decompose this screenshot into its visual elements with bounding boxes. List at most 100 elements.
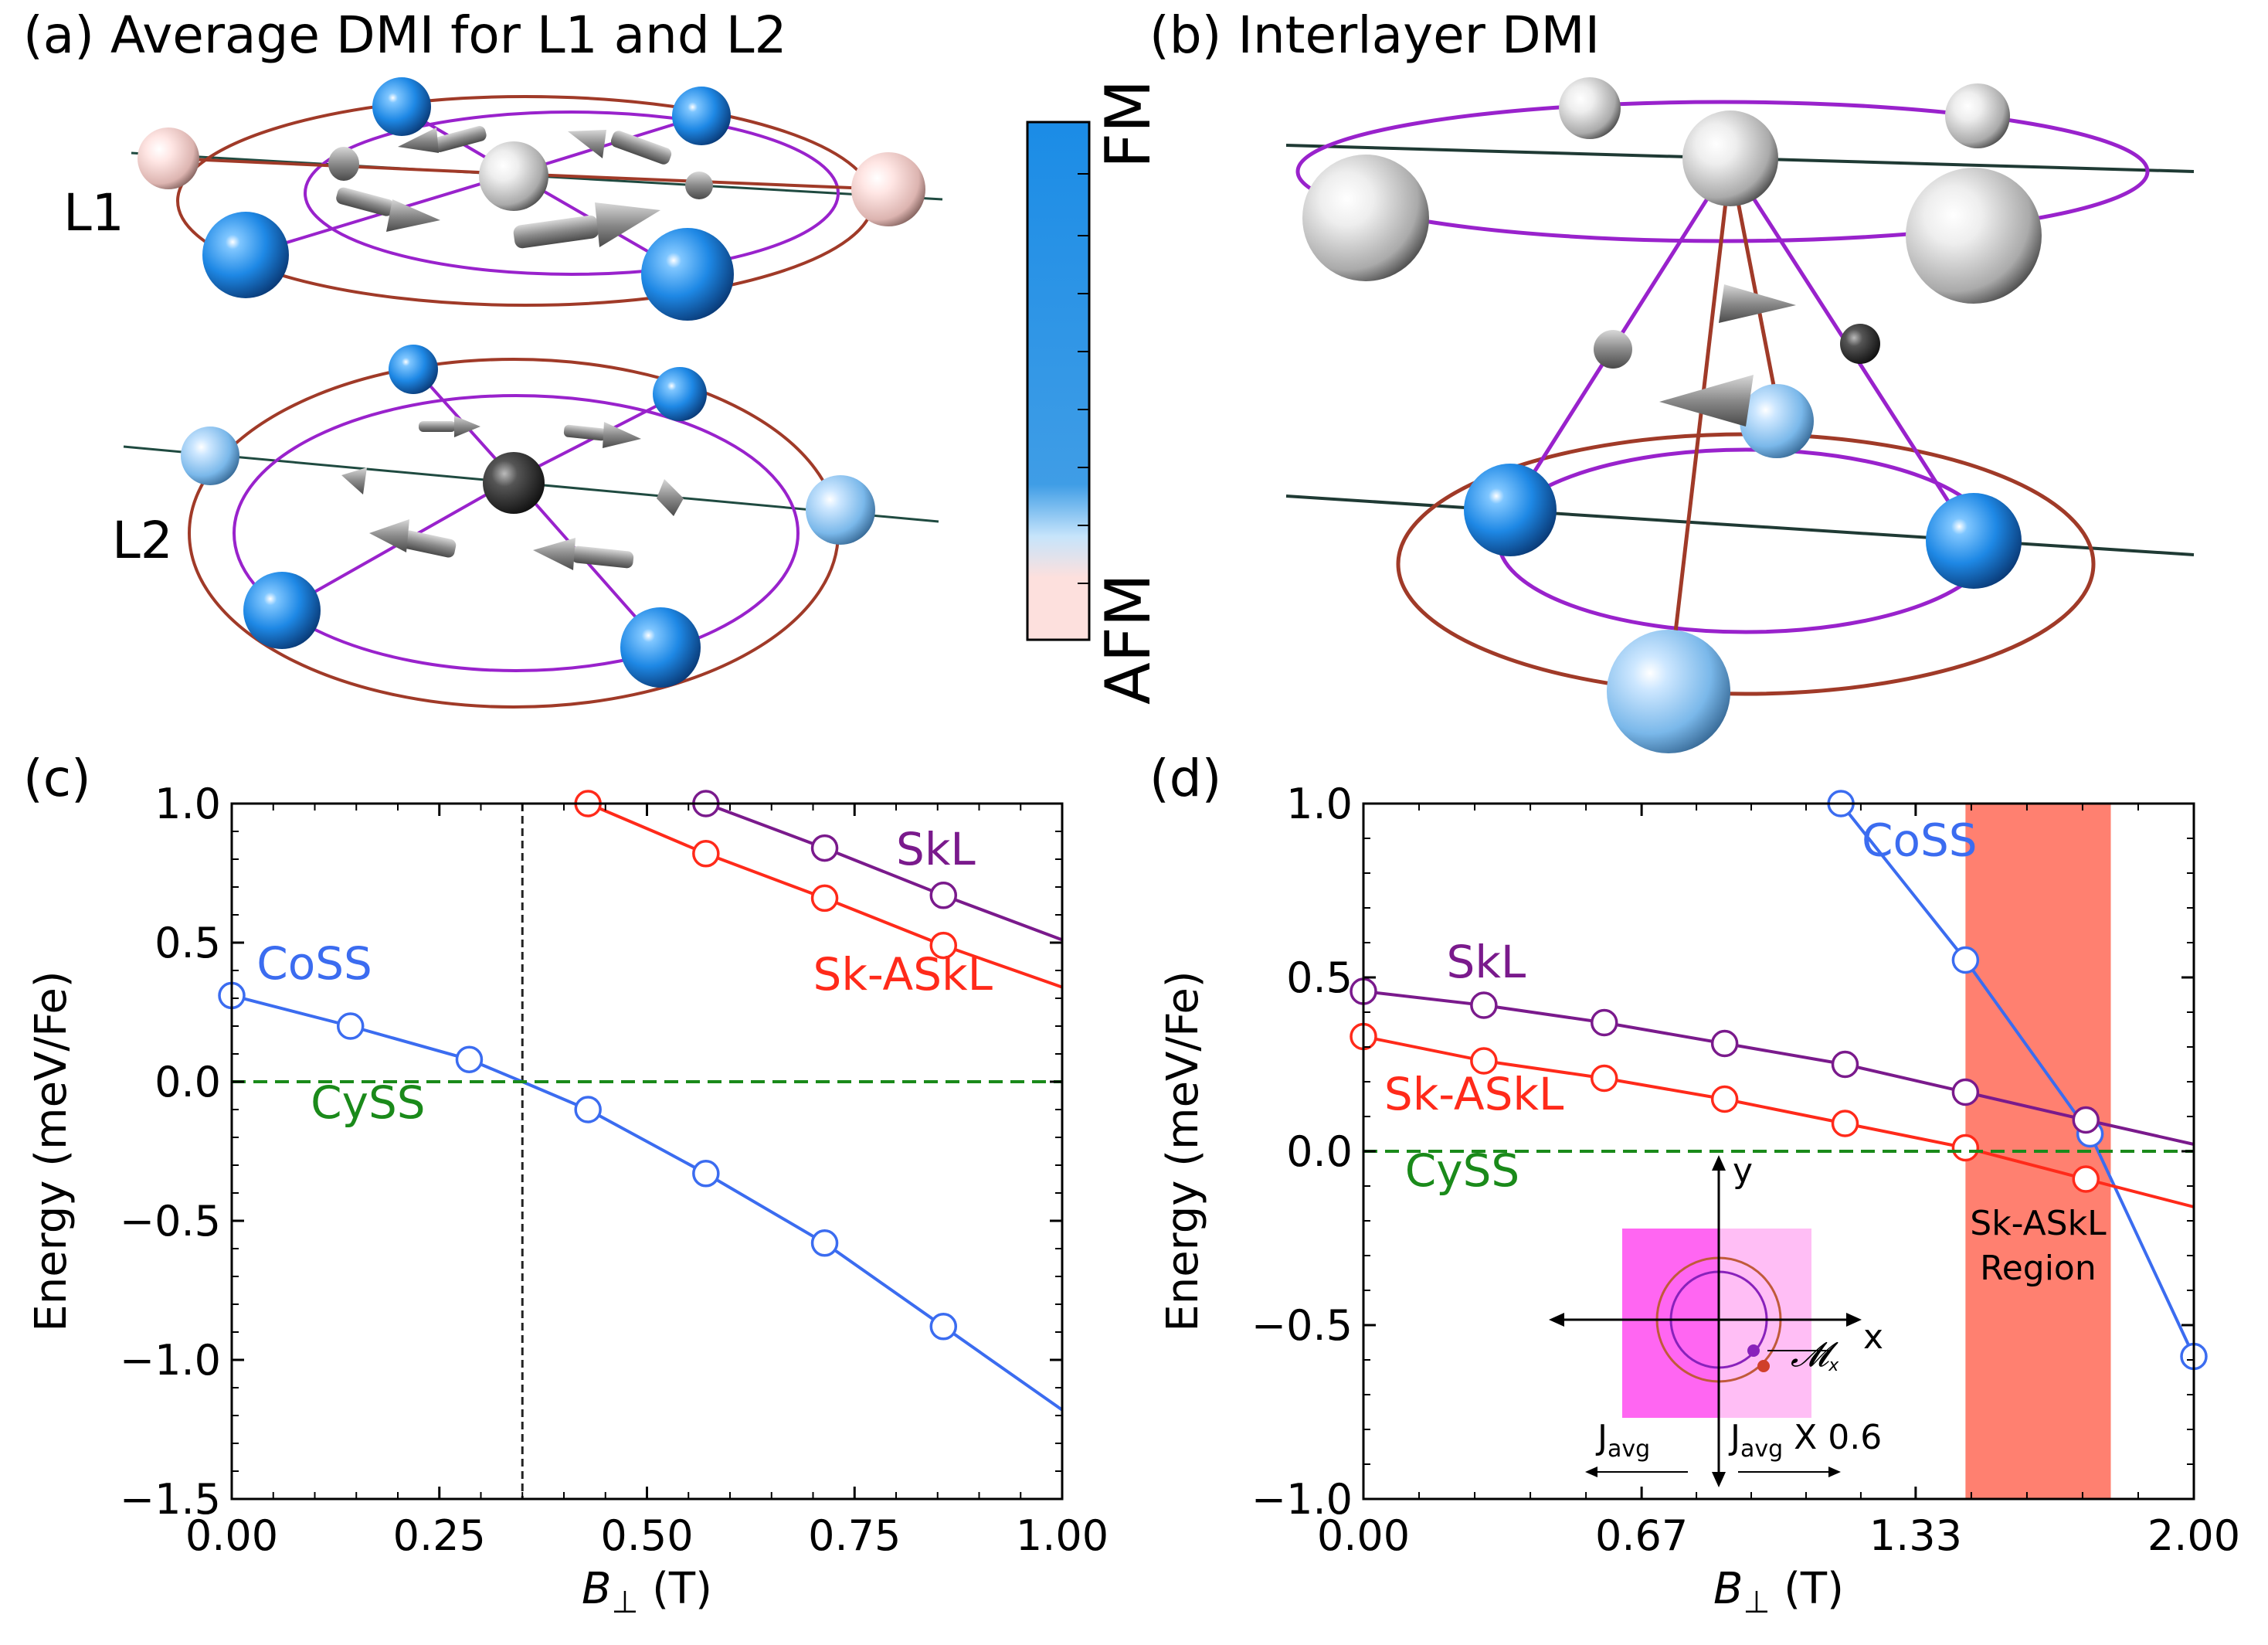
- panel-label: (d): [1149, 749, 1221, 808]
- series-label-sk-askl: Sk-ASkL: [813, 948, 993, 1001]
- data-point-skl: [929, 882, 958, 909]
- x-tick-label: 0.67: [1595, 1511, 1688, 1560]
- inner-ring: [304, 110, 840, 276]
- data-point-skl: [1591, 1008, 1618, 1037]
- data-point-sk-askl: [1710, 1085, 1739, 1113]
- dmi-arrow-icon: [568, 130, 672, 165]
- y-tick-label: −0.5: [1251, 1301, 1353, 1350]
- inset-left-arrow-icon: [1585, 1467, 1597, 1477]
- plot-frame: [230, 802, 1064, 1501]
- data-point-skl: [1951, 1078, 1980, 1106]
- inset-moment-label: 𝓜x: [1791, 1335, 1839, 1375]
- y-tick-label: 1.0: [1286, 780, 1353, 828]
- data-point-skl: [1710, 1029, 1739, 1058]
- x-tick-label: 1.33: [1869, 1511, 1962, 1560]
- atom: [1302, 155, 1429, 281]
- series-label-skl: SkL: [896, 823, 976, 875]
- data-point-skl: [2072, 1106, 2100, 1134]
- inset-right-jlabel: Javg X 0.6: [1728, 1418, 1882, 1463]
- x-tick-label: 0.25: [393, 1511, 486, 1560]
- chart-c: (c) CoSS CySS SkL Sk-ASkL 0.00 0.25 0.50 0.75 1.0…: [23, 749, 1109, 1620]
- inset-right-arrow-icon: [1828, 1467, 1841, 1477]
- atom: [1926, 493, 2022, 589]
- inset-right-half: [1719, 1229, 1811, 1418]
- data-point-sk-askl: [2072, 1165, 2100, 1193]
- data-point-skl: [810, 834, 839, 862]
- data-point-coss: [574, 1096, 602, 1123]
- inset-y-arrow-icon: [1712, 1155, 1726, 1171]
- inset-moment-dot: [1757, 1360, 1770, 1372]
- series-line-skl: [1363, 990, 2195, 1146]
- y-tick-label: 0.0: [1286, 1127, 1353, 1176]
- atom: [202, 212, 289, 298]
- dmi-arrow-icon: [1719, 284, 1796, 323]
- data-point-coss: [1951, 946, 1980, 974]
- y-tick-label: −0.5: [120, 1197, 221, 1246]
- atom: [243, 572, 321, 649]
- dmi-arrow-icon: [1659, 375, 1754, 427]
- data-point-skl: [1470, 991, 1498, 1019]
- inset-left-jlabel: Javg: [1595, 1418, 1650, 1463]
- dmi-arrow-icon: [336, 187, 440, 232]
- dmi-arrow-icon: [369, 519, 457, 558]
- atom: [1464, 464, 1557, 556]
- panel-b: (b) Interlayer DMI: [1149, 5, 2195, 753]
- outer-ring: [188, 358, 840, 709]
- data-point-sk-askl: [1831, 1110, 1859, 1137]
- y-tick-label: −1.0: [1251, 1475, 1353, 1524]
- y-axis-label: Energy (meV/Fe): [1158, 970, 1208, 1331]
- data-point-sk-askl: [1591, 1064, 1618, 1093]
- x-tick-label: 0.50: [600, 1511, 693, 1560]
- data-point-sk-askl: [1470, 1047, 1498, 1075]
- dmi-arrow-icon: [563, 422, 641, 448]
- dmi-arrow-icon: [398, 126, 487, 153]
- colorbar-gradient: [1026, 121, 1091, 641]
- panel-b-title: (b) Interlayer DMI: [1149, 5, 1600, 65]
- layer-l2-label: L2: [112, 511, 173, 570]
- atom: [1559, 77, 1621, 139]
- data-point-coss: [336, 1012, 365, 1040]
- data-point-sk-askl: [692, 840, 720, 868]
- layer-l2: L2: [112, 345, 939, 709]
- atom: [389, 345, 438, 394]
- series-label-cyss: CySS: [1405, 1144, 1519, 1197]
- series-line-sk-askl: [1363, 1035, 2195, 1208]
- atom: [851, 152, 925, 226]
- atom: [372, 77, 431, 136]
- panel-label: (c): [23, 749, 91, 808]
- dmi-arrow-icon: [657, 479, 684, 516]
- atom: [653, 367, 707, 421]
- inset-x-arrow-icon: [1549, 1313, 1564, 1327]
- x-tick-label: 0.00: [185, 1511, 278, 1560]
- series-label-skl: SkL: [1447, 936, 1526, 988]
- y-tick-label: 1.0: [154, 780, 221, 828]
- atom: [1607, 630, 1730, 753]
- region-label-line1: Sk-ASkL: [1970, 1204, 2107, 1243]
- inset-y-label: y: [1733, 1151, 1753, 1191]
- series-label-coss: CoSS: [1862, 814, 1978, 867]
- inset-moment-dot: [1747, 1344, 1760, 1357]
- atom: [672, 87, 731, 145]
- dmi-arrow-icon: [419, 416, 480, 437]
- atom: [479, 141, 548, 211]
- dmi-arrow-icon: [341, 467, 367, 495]
- panel-a: (a) Average DMI for L1 and L2: [23, 5, 943, 709]
- data-point-sk-askl: [929, 931, 958, 960]
- dmi-arrow-icon: [533, 538, 634, 570]
- dmi-arrow-icon: [685, 172, 713, 199]
- layer-l1-label: L1: [63, 183, 124, 243]
- y-tick-label: 0.5: [154, 919, 221, 967]
- y-tick-label: 0.0: [154, 1058, 221, 1106]
- panel-a-title: (a) Average DMI for L1 and L2: [23, 5, 787, 65]
- inset-y-arrow-icon: [1712, 1472, 1726, 1487]
- region-label-line2: Region: [1980, 1249, 2097, 1288]
- atom: [620, 607, 701, 688]
- data-point-sk-askl: [1951, 1133, 1980, 1162]
- data-point-coss: [455, 1045, 484, 1073]
- inner-ring: [233, 394, 800, 672]
- x-tick-label: 2.00: [2147, 1511, 2240, 1560]
- colorbar-top-label: FM: [1092, 80, 1164, 168]
- y-tick-label: −1.5: [120, 1475, 221, 1524]
- series-line-coss: [1839, 802, 2195, 1358]
